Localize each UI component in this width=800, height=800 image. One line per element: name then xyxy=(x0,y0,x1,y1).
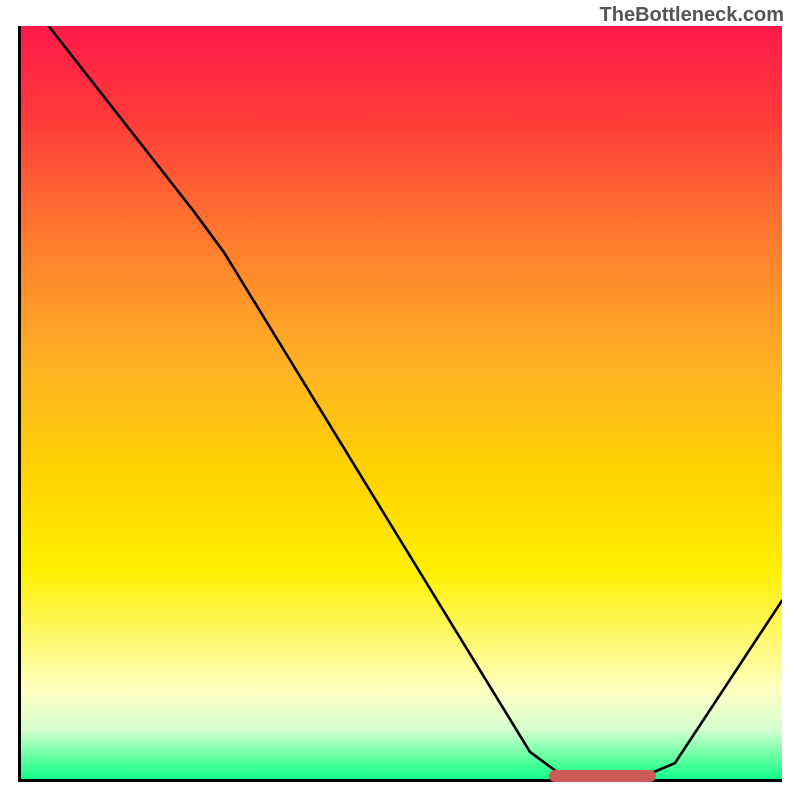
optimal-range-marker xyxy=(549,770,656,782)
watermark-text: TheBottleneck.com xyxy=(600,4,784,27)
chart-plot-area xyxy=(18,26,782,782)
chart-curve xyxy=(18,26,782,782)
